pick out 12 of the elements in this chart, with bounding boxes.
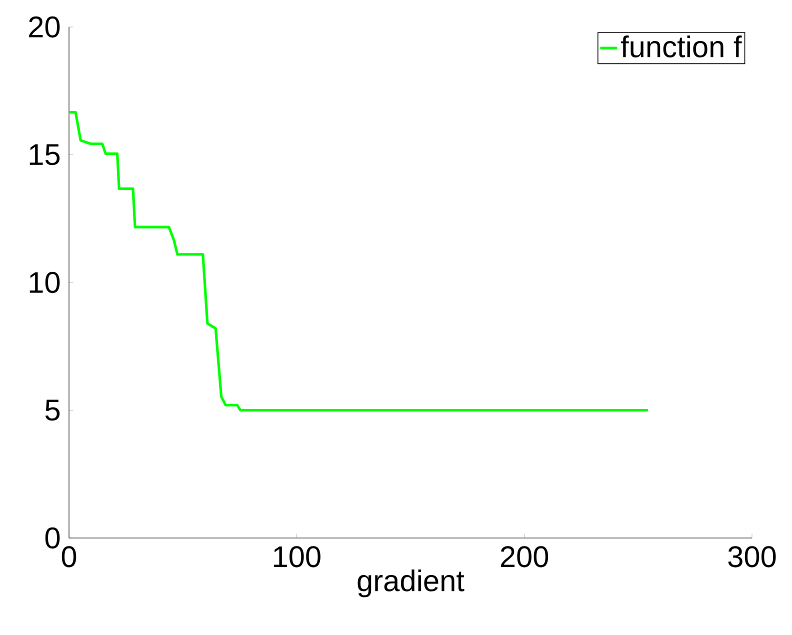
- x-tick-label: 300: [728, 546, 776, 568]
- legend-label: function f: [620, 35, 742, 58]
- y-tick-label: 20: [29, 16, 60, 38]
- x-axis-title: gradient: [358, 569, 464, 598]
- y-tick-label: 0: [45, 527, 60, 549]
- line-series: [69, 111, 650, 412]
- y-tick-label: 5: [45, 400, 60, 421]
- y-tick-label: 10: [30, 272, 60, 294]
- x-tick-label: 200: [500, 546, 548, 568]
- x-tick-label: 100: [274, 546, 320, 568]
- y-tick-label: 15: [30, 144, 60, 166]
- x-tick-label: 0: [62, 546, 76, 568]
